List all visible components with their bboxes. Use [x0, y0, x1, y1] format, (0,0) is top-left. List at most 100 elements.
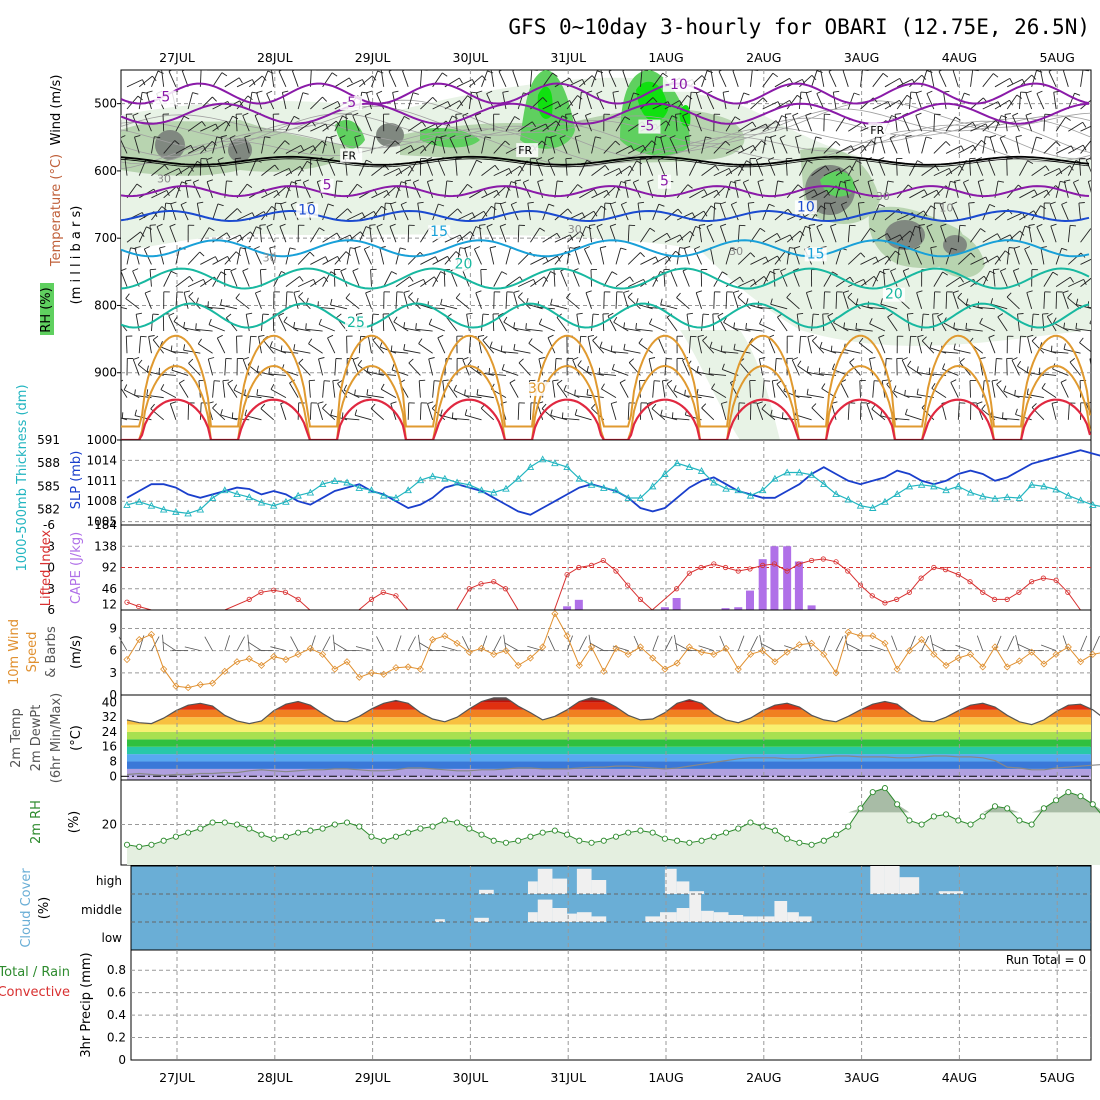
wind-barb	[285, 291, 288, 309]
wind-barb	[966, 303, 983, 310]
wind-barb	[354, 395, 372, 399]
rh-marker	[600, 837, 607, 844]
wind-barb-flag	[464, 409, 468, 416]
wind-barb	[151, 189, 167, 199]
wind-barb	[926, 93, 935, 110]
wind-barb	[884, 250, 896, 265]
wind-barb-flag	[675, 250, 681, 256]
wind-barb	[591, 165, 606, 176]
wind-barb-flag	[628, 358, 634, 363]
ylabel-cloud-units: (%)	[37, 897, 52, 920]
wind-barb	[827, 315, 837, 332]
wind-barb	[322, 100, 339, 110]
wind-barb	[1067, 402, 1070, 420]
rh-marker	[612, 833, 620, 840]
wind-barb-flag	[190, 145, 195, 151]
wind-barb	[1055, 291, 1058, 309]
wind-barb-flag	[948, 168, 953, 175]
rh-marker	[233, 821, 241, 828]
wind-barb	[786, 247, 790, 265]
wind-barb	[322, 232, 338, 243]
thickness-tick: 585	[37, 479, 60, 493]
wind-barb	[364, 115, 372, 132]
wind-barb	[742, 182, 751, 199]
wind-barb	[713, 291, 715, 309]
wind-barb	[1006, 158, 1008, 176]
wind-barb-flag	[762, 97, 768, 103]
thickness-marker	[514, 474, 522, 482]
wind-barb	[1051, 403, 1057, 420]
wind-barb-flag	[759, 227, 766, 232]
wind-barb-flag	[324, 380, 331, 382]
wind-barb-flag	[364, 246, 370, 250]
wind-barb-flag	[608, 70, 614, 72]
wind-barb	[468, 160, 477, 176]
wind-barb-flag	[965, 298, 969, 305]
wind-barb-flag	[925, 136, 932, 139]
thickness-marker	[465, 480, 474, 488]
wind-speed-marker	[991, 643, 999, 651]
li-marker	[136, 603, 142, 610]
wind-barb	[982, 380, 985, 398]
wind-barb-flag	[238, 77, 243, 84]
cloud-block-high	[537, 868, 553, 894]
wind-speed-marker	[147, 630, 156, 638]
wind-barb	[823, 140, 837, 154]
wind-barb	[359, 211, 375, 221]
wind-barb-flag	[197, 201, 204, 204]
wind-barb	[706, 226, 715, 243]
wind-barb-flag	[732, 70, 737, 72]
wind-barb-flag	[339, 135, 346, 139]
wind-barb-flag	[455, 113, 462, 115]
wind-barb	[297, 92, 304, 110]
wind-barb	[921, 165, 936, 176]
wind-barb-flag	[606, 190, 610, 196]
wind-barb-flag	[388, 70, 394, 72]
wind-barb-flag	[539, 227, 546, 232]
wind-barb-flag	[1089, 319, 1091, 324]
thickness-tick: 582	[37, 503, 60, 517]
y-tick-label: 600	[94, 164, 117, 178]
wind-barb	[941, 351, 959, 354]
wind-barb-flag	[635, 323, 637, 330]
wind-barb-flag	[206, 179, 213, 183]
wind-barb	[1069, 361, 1081, 376]
wind-barb	[945, 116, 956, 132]
wind-barb-flag	[734, 116, 741, 121]
wind-barb	[623, 327, 641, 332]
wind-barb	[932, 314, 935, 332]
wind-barb	[379, 247, 385, 265]
wind-barb	[200, 256, 216, 265]
wind-barb-flag	[569, 77, 573, 84]
wind-barb-flag	[820, 205, 827, 210]
wind-speed-marker	[783, 648, 791, 656]
wind-barb-flag	[917, 334, 924, 338]
wind-speed-marker	[710, 650, 718, 658]
wind-barb-flag	[214, 380, 221, 382]
wind-barb-flag	[1042, 313, 1049, 315]
wind-barb-flag	[953, 70, 957, 72]
wind-barb	[273, 203, 276, 221]
rh-marker	[136, 843, 143, 850]
wind-barb-flag	[267, 70, 274, 74]
rh-marker	[943, 811, 950, 818]
wind-barb	[599, 373, 617, 376]
wind-barb	[591, 70, 598, 87]
thickness-marker	[306, 488, 315, 496]
wind-barb-flag	[164, 164, 169, 170]
wind-barb	[1040, 247, 1045, 265]
wind-barb	[562, 417, 580, 421]
temp-color-band	[127, 702, 1091, 710]
wind-barb	[388, 71, 397, 88]
surface-barb	[612, 645, 629, 652]
wind-barb	[720, 403, 727, 420]
thickness-marker	[1015, 494, 1024, 501]
wind-barb-flag	[309, 251, 315, 257]
li-marker	[1016, 589, 1022, 595]
wind-barb-flag	[146, 365, 149, 372]
wind-barb-flag	[550, 135, 557, 138]
wind-barb	[395, 116, 405, 132]
wind-barb	[1053, 322, 1069, 332]
wind-barb-flag	[895, 113, 902, 115]
